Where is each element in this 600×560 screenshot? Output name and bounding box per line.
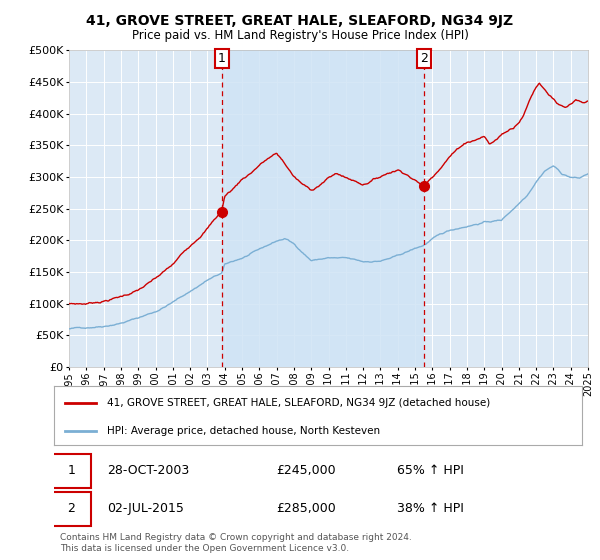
Text: 28-OCT-2003: 28-OCT-2003	[107, 464, 189, 478]
FancyBboxPatch shape	[52, 454, 91, 488]
Text: 65% ↑ HPI: 65% ↑ HPI	[397, 464, 464, 478]
Text: Contains HM Land Registry data © Crown copyright and database right 2024.
This d: Contains HM Land Registry data © Crown c…	[60, 533, 412, 553]
Text: £285,000: £285,000	[276, 502, 335, 515]
Text: 41, GROVE STREET, GREAT HALE, SLEAFORD, NG34 9JZ: 41, GROVE STREET, GREAT HALE, SLEAFORD, …	[86, 14, 514, 28]
Bar	[222, 50, 424, 367]
Text: 1: 1	[67, 464, 75, 478]
Text: 2: 2	[420, 52, 428, 65]
Text: £245,000: £245,000	[276, 464, 335, 478]
FancyBboxPatch shape	[52, 492, 91, 526]
Text: 02-JUL-2015: 02-JUL-2015	[107, 502, 184, 515]
Text: Price paid vs. HM Land Registry's House Price Index (HPI): Price paid vs. HM Land Registry's House …	[131, 29, 469, 42]
Text: 2: 2	[67, 502, 75, 515]
Text: 38% ↑ HPI: 38% ↑ HPI	[397, 502, 464, 515]
Text: 1: 1	[218, 52, 226, 65]
Text: 41, GROVE STREET, GREAT HALE, SLEAFORD, NG34 9JZ (detached house): 41, GROVE STREET, GREAT HALE, SLEAFORD, …	[107, 398, 490, 408]
Text: HPI: Average price, detached house, North Kesteven: HPI: Average price, detached house, Nort…	[107, 426, 380, 436]
